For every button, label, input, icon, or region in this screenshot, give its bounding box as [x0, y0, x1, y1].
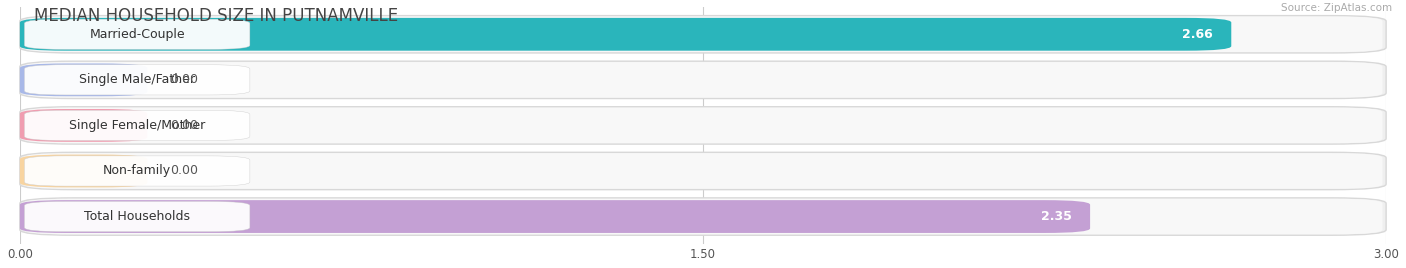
FancyBboxPatch shape [20, 152, 1386, 190]
FancyBboxPatch shape [20, 61, 1386, 99]
FancyBboxPatch shape [20, 16, 1386, 53]
FancyBboxPatch shape [20, 109, 148, 142]
Text: Total Households: Total Households [84, 210, 190, 223]
FancyBboxPatch shape [20, 155, 148, 187]
Text: 2.66: 2.66 [1182, 28, 1213, 41]
FancyBboxPatch shape [24, 202, 250, 232]
FancyBboxPatch shape [20, 64, 148, 96]
Text: Married-Couple: Married-Couple [90, 28, 186, 41]
Text: 2.35: 2.35 [1040, 210, 1071, 223]
Text: Non-family: Non-family [103, 165, 172, 177]
Text: Single Male/Father: Single Male/Father [79, 73, 195, 86]
FancyBboxPatch shape [24, 65, 250, 95]
FancyBboxPatch shape [24, 156, 250, 186]
Text: 0.00: 0.00 [170, 119, 198, 132]
FancyBboxPatch shape [24, 19, 250, 49]
FancyBboxPatch shape [20, 200, 1090, 233]
FancyBboxPatch shape [24, 110, 250, 140]
FancyBboxPatch shape [20, 107, 1386, 144]
Text: 0.00: 0.00 [170, 165, 198, 177]
Text: MEDIAN HOUSEHOLD SIZE IN PUTNAMVILLE: MEDIAN HOUSEHOLD SIZE IN PUTNAMVILLE [34, 7, 398, 25]
FancyBboxPatch shape [24, 17, 1382, 52]
Text: Source: ZipAtlas.com: Source: ZipAtlas.com [1281, 3, 1392, 13]
FancyBboxPatch shape [20, 18, 1232, 51]
Text: Single Female/Mother: Single Female/Mother [69, 119, 205, 132]
FancyBboxPatch shape [24, 199, 1382, 234]
FancyBboxPatch shape [24, 153, 1382, 189]
FancyBboxPatch shape [24, 62, 1382, 98]
Text: 0.00: 0.00 [170, 73, 198, 86]
FancyBboxPatch shape [20, 198, 1386, 235]
FancyBboxPatch shape [24, 108, 1382, 143]
